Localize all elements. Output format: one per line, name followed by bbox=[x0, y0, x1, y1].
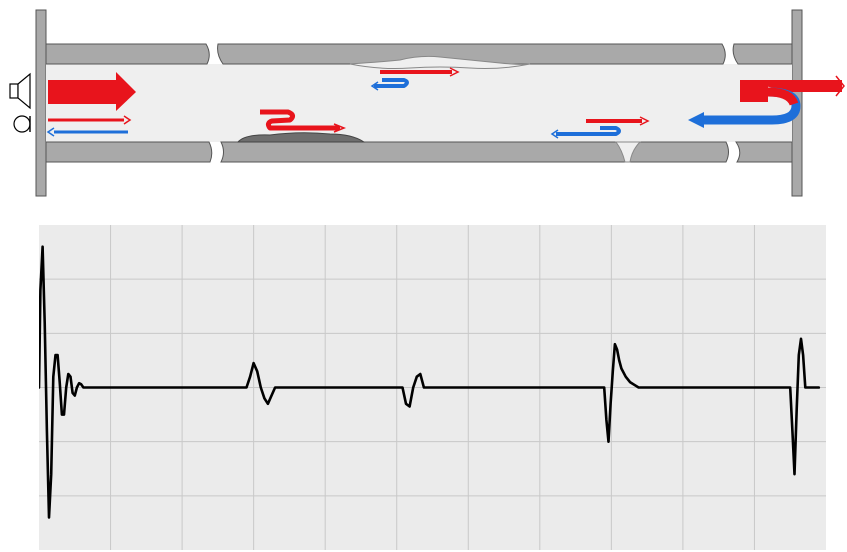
left-flange bbox=[35, 9, 47, 197]
blockage-deposit bbox=[236, 132, 366, 143]
pipe-diagram bbox=[9, 9, 845, 197]
speaker-icon bbox=[9, 72, 31, 110]
pipe-section-right bbox=[732, 43, 793, 163]
oscilloscope-chart bbox=[39, 225, 826, 550]
pipe-section-left bbox=[45, 43, 213, 163]
source-arrows bbox=[46, 115, 132, 137]
incident-pulse-arrow bbox=[48, 72, 136, 111]
microphone-icon bbox=[13, 115, 31, 133]
deposit-reflection-arrows bbox=[260, 109, 347, 133]
crack-bottom bbox=[615, 141, 642, 163]
bulge-top bbox=[349, 55, 531, 69]
pipe-interior bbox=[46, 64, 792, 142]
crack-reflection-arrows bbox=[550, 116, 650, 139]
bulge-reflection-arrows bbox=[370, 67, 460, 91]
signal-trace bbox=[39, 245, 821, 519]
end-reflection-arrows bbox=[688, 75, 845, 128]
pipe-section-middle bbox=[217, 43, 729, 163]
